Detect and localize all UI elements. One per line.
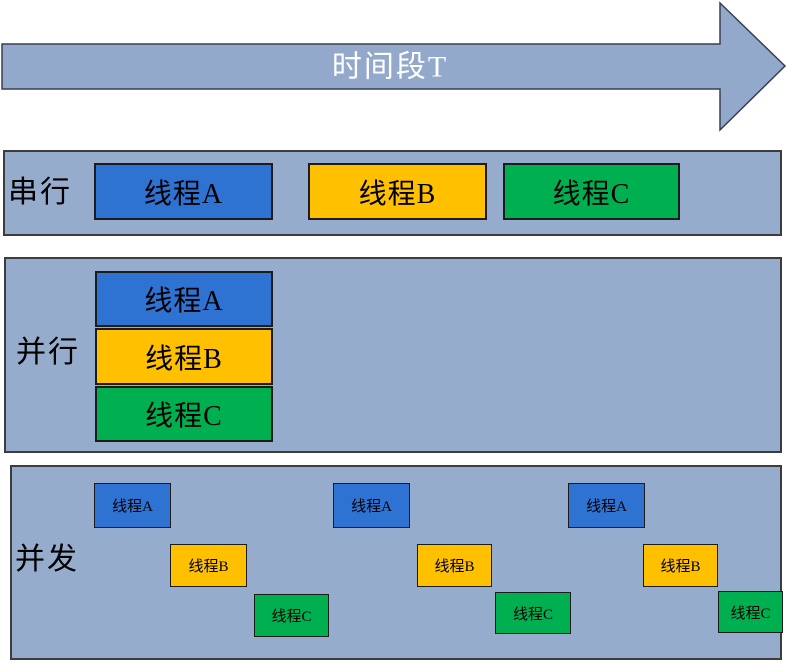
concurrent-thread-b-box: 线程B: [643, 544, 718, 587]
serial-label: 串行: [8, 176, 72, 209]
parallel-thread-b-box: 线程B: [95, 328, 273, 385]
concurrent-thread-c-box: 线程C: [718, 591, 783, 633]
concurrent-thread-a-box: 线程A: [568, 483, 645, 528]
concurrent-thread-a-box: 线程A: [333, 483, 410, 528]
concurrent-thread-c-box: 线程C: [254, 594, 329, 637]
time-arrow-shape: [1, 1, 787, 132]
concurrent-thread-b-box: 线程B: [417, 544, 492, 587]
concurrent-thread-b-box: 线程B: [170, 544, 247, 587]
parallel-thread-a-box: 线程A: [95, 271, 273, 327]
concurrent-thread-a-box: 线程A: [94, 483, 171, 528]
time-arrow-label: 时间段T: [332, 51, 448, 84]
concurrent-thread-c-box: 线程C: [495, 592, 571, 634]
parallel-label: 并行: [16, 336, 80, 369]
parallel-thread-c-box: 线程C: [95, 386, 273, 442]
time-arrow: 时间段T: [1, 1, 787, 132]
serial-thread-c-box: 线程C: [503, 163, 680, 220]
serial-thread-a-box: 线程A: [94, 163, 273, 220]
concurrent-label: 并发: [15, 543, 79, 576]
serial-thread-b-box: 线程B: [308, 163, 487, 220]
